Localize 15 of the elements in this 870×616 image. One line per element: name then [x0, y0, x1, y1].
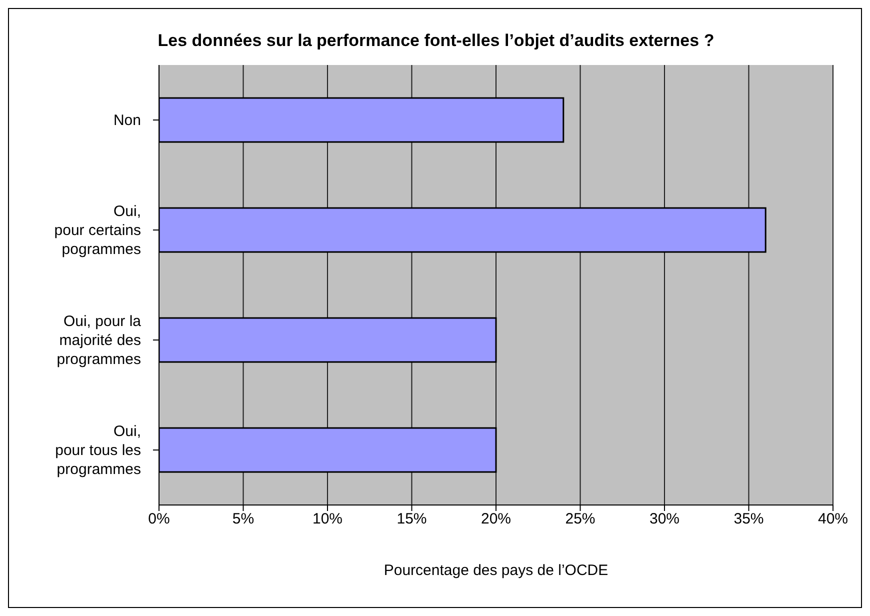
y-tick-label: Oui, pour certains pogrammes [54, 202, 141, 258]
x-axis-title: Pourcentage des pays de l’OCDE [384, 562, 608, 579]
x-tick-label: 40% [818, 510, 848, 528]
y-tick-label: Oui, pour tous les programmes [55, 422, 141, 478]
x-tick-label: 30% [649, 510, 680, 528]
x-tick-label: 15% [396, 510, 427, 528]
y-tick-label: Oui, pour la majorité des programmes [56, 312, 142, 368]
x-tick-label: 35% [734, 510, 764, 528]
chart-title: Les données sur la performance font-elles l’objet d’audits externes ? [156, 31, 716, 51]
y-tick-label: Non [113, 112, 141, 128]
x-tick-label: 20% [480, 510, 512, 528]
x-tick-label: 5% [232, 510, 254, 528]
x-tick-label: 25% [565, 510, 596, 528]
x-tick-label: 0% [148, 510, 170, 528]
x-tick-label: 10% [312, 510, 343, 528]
